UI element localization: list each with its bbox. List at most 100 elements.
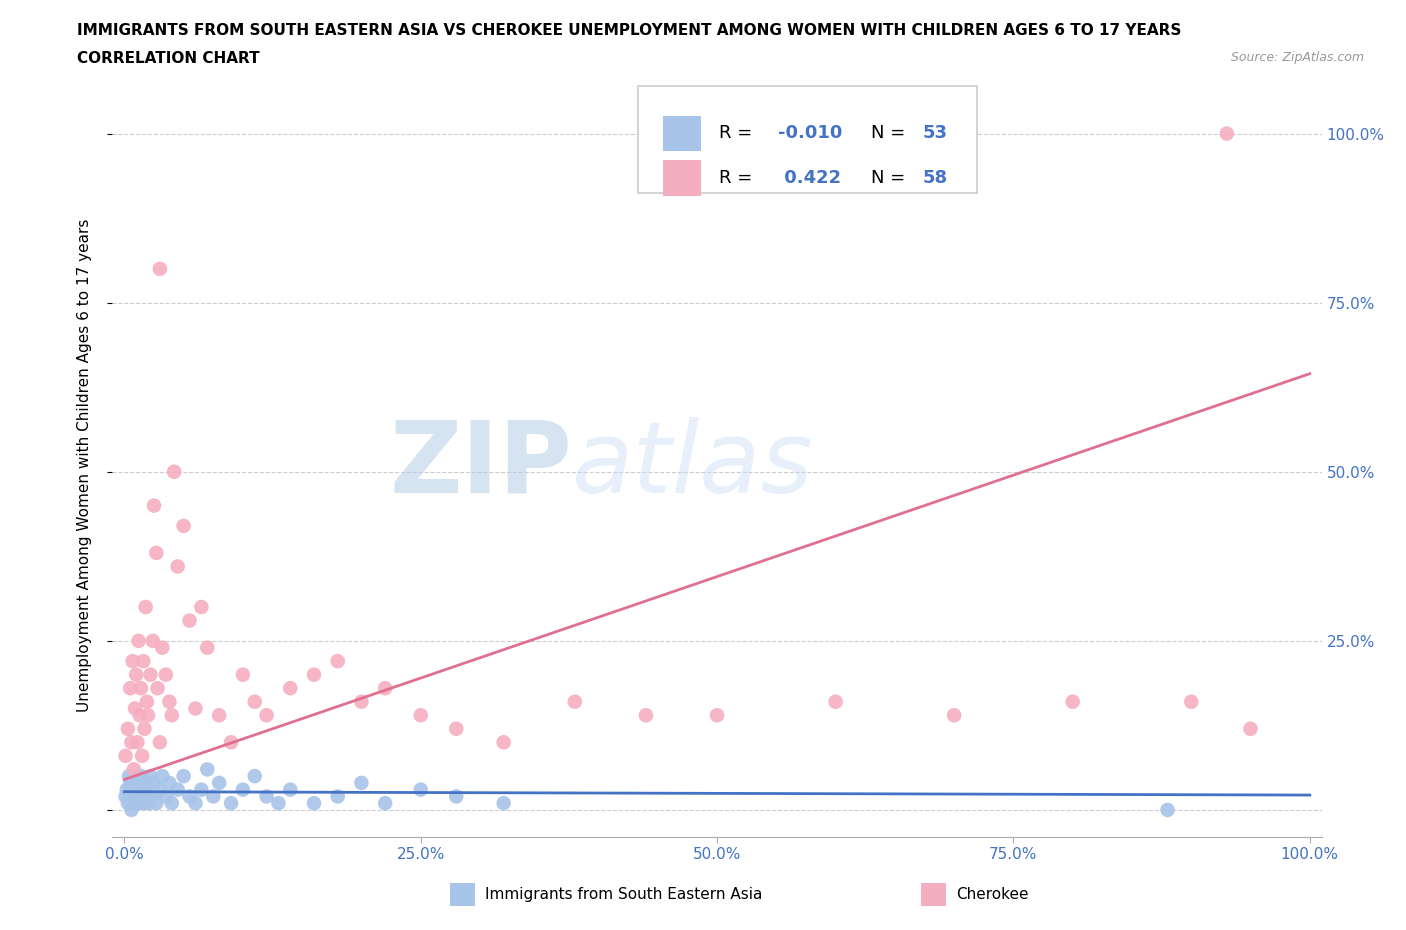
Point	[127, 735, 149, 750]
Point	[128, 633, 150, 648]
Point	[129, 681, 152, 696]
Point	[446, 789, 468, 804]
Text: Source: ZipAtlas.com: Source: ZipAtlas.com	[1230, 51, 1364, 64]
Point	[564, 695, 586, 710]
Point	[492, 796, 515, 811]
Point	[132, 782, 155, 797]
Point	[350, 776, 373, 790]
Point	[1156, 803, 1178, 817]
Point	[1239, 722, 1261, 737]
Text: ZIP: ZIP	[389, 417, 572, 513]
Point	[492, 735, 515, 750]
Text: IMMIGRANTS FROM SOUTH EASTERN ASIA VS CHEROKEE UNEMPLOYMENT AMONG WOMEN WITH CHI: IMMIGRANTS FROM SOUTH EASTERN ASIA VS CH…	[77, 23, 1181, 38]
Point	[120, 803, 142, 817]
Point	[128, 776, 150, 790]
Point	[1216, 126, 1239, 141]
Point	[302, 796, 325, 811]
Point	[160, 708, 183, 723]
Point	[374, 681, 396, 696]
Text: -0.010: -0.010	[778, 125, 842, 142]
Point	[184, 796, 207, 811]
Point	[157, 776, 180, 790]
Point	[302, 667, 325, 682]
Point	[278, 681, 301, 696]
FancyBboxPatch shape	[638, 86, 977, 193]
Text: Immigrants from South Eastern Asia: Immigrants from South Eastern Asia	[485, 887, 762, 902]
Point	[256, 789, 278, 804]
Point	[135, 776, 157, 790]
Point	[219, 735, 242, 750]
Point	[446, 722, 468, 737]
Point	[129, 769, 152, 784]
Point	[125, 782, 148, 797]
Point	[179, 613, 201, 628]
Point	[114, 749, 136, 764]
Point	[131, 789, 153, 804]
Point	[150, 769, 173, 784]
Point	[409, 782, 432, 797]
Point	[132, 654, 155, 669]
Bar	[662, 160, 702, 195]
Point	[125, 667, 148, 682]
Point	[166, 782, 188, 797]
Point	[173, 518, 195, 533]
Point	[232, 782, 254, 797]
Point	[243, 695, 266, 710]
Point	[190, 600, 212, 615]
Y-axis label: Unemployment Among Women with Children Ages 6 to 17 years: Unemployment Among Women with Children A…	[77, 219, 91, 711]
Point	[121, 654, 143, 669]
Point	[1180, 695, 1202, 710]
Point	[1062, 695, 1084, 710]
Point	[157, 695, 180, 710]
Point	[374, 796, 396, 811]
Point	[179, 789, 201, 804]
Point	[219, 796, 242, 811]
Point	[120, 789, 142, 804]
Point	[138, 796, 160, 811]
Text: Cherokee: Cherokee	[956, 887, 1029, 902]
Point	[155, 789, 177, 804]
Point	[143, 498, 166, 513]
Point	[409, 708, 432, 723]
Point	[149, 782, 172, 797]
Point	[195, 640, 218, 655]
Point	[208, 708, 231, 723]
Point	[243, 769, 266, 784]
Point	[145, 546, 167, 561]
Point	[122, 762, 145, 777]
Point	[128, 796, 150, 811]
Point	[120, 681, 142, 696]
Point	[139, 667, 162, 682]
Point	[256, 708, 278, 723]
Point	[143, 776, 166, 790]
Point	[146, 681, 169, 696]
Point	[184, 701, 207, 716]
Text: N =: N =	[870, 168, 911, 187]
Text: R =: R =	[720, 125, 758, 142]
Point	[135, 789, 157, 804]
Point	[326, 654, 349, 669]
Point	[135, 695, 157, 710]
Text: R =: R =	[720, 168, 758, 187]
Point	[141, 789, 163, 804]
Point	[155, 667, 177, 682]
Point	[120, 735, 142, 750]
Point	[122, 789, 145, 804]
Point	[121, 782, 143, 797]
Point	[326, 789, 349, 804]
Point	[267, 796, 290, 811]
Point	[136, 708, 159, 723]
Point	[278, 782, 301, 797]
Text: 53: 53	[922, 125, 948, 142]
Point	[127, 789, 149, 804]
Point	[232, 667, 254, 682]
Point	[824, 695, 846, 710]
Point	[135, 600, 157, 615]
Point	[149, 735, 172, 750]
Point	[134, 722, 156, 737]
Point	[202, 789, 225, 804]
Point	[117, 722, 139, 737]
Text: atlas: atlas	[572, 417, 814, 513]
Point	[134, 796, 156, 811]
Point	[166, 559, 188, 574]
